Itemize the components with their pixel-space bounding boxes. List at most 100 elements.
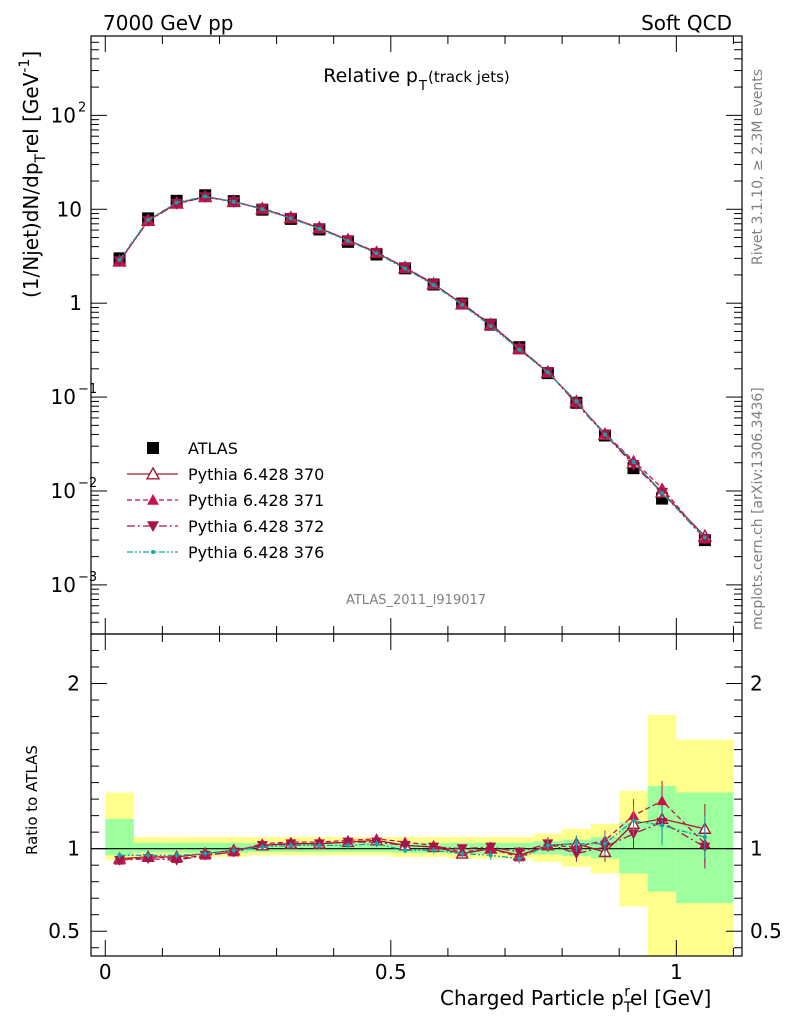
svg-text:(1/Njet)dN/dpTrel [GeV-1]: (1/Njet)dN/dpTrel [GeV-1] xyxy=(17,51,49,298)
y-tick-exponent: −3 xyxy=(78,570,97,585)
ratio-line xyxy=(119,821,706,861)
data-marker xyxy=(113,256,126,268)
ylabel-main: (1/Njet)dN/dp xyxy=(19,162,43,298)
ylabel-sup: -1 xyxy=(17,59,33,73)
y-tick-label: 10 xyxy=(51,479,76,503)
xlabel-main: Charged Particle p xyxy=(440,986,624,1010)
ratio-line xyxy=(119,819,706,860)
data-marker xyxy=(460,851,465,856)
analysis-watermark: ATLAS_2011_I919017 xyxy=(346,593,486,608)
xlabel-sub: T xyxy=(623,1000,633,1016)
data-marker xyxy=(288,216,293,221)
data-marker xyxy=(702,835,707,840)
data-marker xyxy=(174,853,179,858)
data-marker xyxy=(147,521,159,532)
data-marker xyxy=(345,843,350,848)
main-title: Relative p xyxy=(323,65,418,87)
data-marker xyxy=(231,199,236,204)
data-marker xyxy=(660,491,665,496)
series-line xyxy=(119,195,706,538)
stat-band xyxy=(133,842,163,853)
legend-item: Pythia 6.428 371 xyxy=(127,491,324,510)
stat-band xyxy=(162,842,191,853)
data-marker xyxy=(146,853,151,858)
xlabel-end: el [GeV] xyxy=(630,986,711,1010)
data-marker xyxy=(488,853,493,858)
ratio-y-tick-label: 0.5 xyxy=(48,919,80,943)
data-marker xyxy=(117,257,122,262)
legend-label: Pythia 6.428 376 xyxy=(188,543,324,562)
data-marker xyxy=(485,842,497,853)
data-marker xyxy=(231,848,236,853)
y-tick-exponent: 2 xyxy=(78,100,86,115)
ratio-panel: 0.5 0.5 1 1 2 2 0 0.5 1 Ratio to ATLAS Charged P… xyxy=(23,633,782,1016)
ratio-y-tick-label-right: 1 xyxy=(750,837,763,861)
y-tick-label: 10 xyxy=(51,573,76,597)
legend-item: Pythia 6.428 376 xyxy=(127,543,324,562)
legend-item: ATLAS xyxy=(147,439,238,458)
ratio-series-3 xyxy=(117,805,707,864)
series-1 xyxy=(112,189,713,542)
data-marker xyxy=(656,795,668,806)
data-marker xyxy=(345,238,350,243)
ratio-y-tick-label: 2 xyxy=(67,672,80,696)
energy-label: 7000 GeV pp xyxy=(103,11,234,35)
data-marker xyxy=(517,856,522,861)
data-marker xyxy=(602,432,607,437)
xlabel-sup: r xyxy=(624,984,630,1000)
ylabel-sub: T xyxy=(33,153,49,163)
data-marker xyxy=(142,854,154,865)
xlabel: Charged Particle pTrel [GeV] xyxy=(440,984,711,1016)
data-marker xyxy=(545,370,550,375)
data-marker xyxy=(317,843,322,848)
data-marker xyxy=(456,844,468,855)
y-tick-exponent: −2 xyxy=(78,476,97,491)
ylabel-end: ] xyxy=(19,51,43,59)
data-marker xyxy=(631,818,636,823)
rivet-version-label: Rivet 3.1.10, ≥ 2.3M events xyxy=(750,69,766,265)
data-marker xyxy=(260,207,265,212)
y-tick-label: 1 xyxy=(69,291,82,315)
x-tick-label: 0.5 xyxy=(375,960,407,984)
main-series xyxy=(112,189,713,547)
data-marker xyxy=(114,855,126,866)
ratio-frame xyxy=(90,633,743,957)
data-marker xyxy=(602,841,607,846)
data-marker xyxy=(145,466,161,480)
y-tick-label: 10 xyxy=(57,197,82,221)
data-marker xyxy=(203,194,208,199)
data-marker xyxy=(570,398,583,410)
ratio-bands xyxy=(91,714,742,956)
data-marker xyxy=(399,840,411,851)
data-marker xyxy=(574,399,579,404)
data-marker xyxy=(460,302,465,307)
series-line xyxy=(119,196,706,540)
mcplots-label: mcplots.cern.ch [arXiv:1306.3436] xyxy=(750,387,766,630)
ratio-axis-ticks: 0.5 0.5 1 1 2 2 0 0.5 1 xyxy=(48,634,782,984)
y-tick-exponent: −1 xyxy=(78,382,97,397)
data-marker xyxy=(374,251,379,256)
data-marker xyxy=(570,849,582,860)
data-marker xyxy=(260,845,265,850)
data-marker xyxy=(660,823,665,828)
data-marker xyxy=(147,494,159,505)
data-marker xyxy=(174,200,179,205)
main-ylabel: (1/Njet)dN/dpTrel [GeV-1] xyxy=(17,51,49,298)
data-marker xyxy=(517,347,522,352)
data-marker xyxy=(627,460,640,471)
main-title-suffix: (track jets) xyxy=(428,68,510,86)
data-marker xyxy=(171,855,183,866)
data-marker xyxy=(431,848,436,853)
data-marker xyxy=(702,535,707,540)
data-marker xyxy=(513,847,525,858)
data-marker xyxy=(317,226,322,231)
data-marker xyxy=(288,843,293,848)
ratio-line xyxy=(119,800,706,861)
data-marker xyxy=(117,853,122,858)
data-marker xyxy=(545,843,550,848)
data-marker xyxy=(488,324,493,329)
data-marker xyxy=(374,841,379,846)
ratio-ylabel: Ratio to ATLAS xyxy=(23,745,41,855)
